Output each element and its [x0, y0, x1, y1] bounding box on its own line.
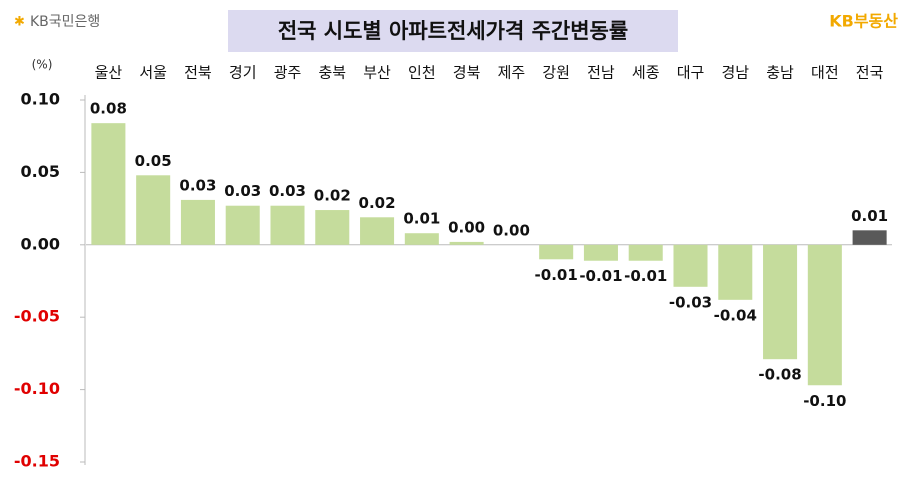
- bar: [449, 241, 484, 245]
- data-label: 0.08: [90, 100, 127, 118]
- data-label: -0.01: [535, 266, 578, 284]
- bar: [180, 199, 215, 245]
- bar: [270, 205, 305, 245]
- data-label: -0.08: [758, 366, 801, 384]
- data-label: 0.05: [135, 152, 172, 170]
- x-tick-label: 울산: [95, 64, 123, 82]
- data-label: 0.00: [448, 218, 485, 236]
- bar: [404, 233, 439, 245]
- data-label: 0.02: [314, 187, 351, 205]
- data-label: 0.03: [179, 176, 216, 194]
- x-tick-label: 전북: [184, 64, 212, 82]
- x-tick-label: 충북: [318, 64, 346, 82]
- data-label: 0.00: [493, 221, 530, 239]
- x-tick-label: 세종: [632, 64, 660, 82]
- star-icon: ✱: [14, 15, 25, 30]
- data-label: 0.03: [269, 182, 306, 200]
- y-tick-label: -0.15: [14, 452, 60, 471]
- data-label: -0.01: [579, 267, 622, 285]
- x-tick-label: 광주: [274, 64, 302, 82]
- x-tick-label: 강원: [542, 64, 570, 82]
- bar: [136, 175, 171, 245]
- y-unit: (%): [32, 58, 53, 72]
- bar: [91, 123, 126, 245]
- chart-title: 전국 시도별 아파트전세가격 주간변동률: [278, 19, 628, 43]
- data-label: 0.02: [359, 194, 396, 212]
- bar: [763, 244, 798, 360]
- y-tick-label: -0.10: [14, 379, 60, 398]
- bar: [539, 244, 574, 260]
- x-tick-label: 충남: [766, 64, 794, 82]
- x-tick-label: 경남: [721, 64, 749, 82]
- x-tick-label: 인천: [408, 64, 436, 82]
- x-tick-label: 대구: [677, 64, 705, 82]
- bar: [315, 210, 350, 245]
- x-tick-label: 부산: [363, 64, 391, 82]
- y-tick-label: 0.10: [21, 90, 60, 109]
- bar: [583, 244, 618, 261]
- brand-left: KB국민은행: [30, 14, 100, 30]
- bar: [225, 205, 260, 245]
- bar: [673, 244, 708, 287]
- data-label: 0.03: [224, 182, 261, 200]
- title-box: [228, 10, 678, 52]
- brand-right: KB부동산: [829, 12, 898, 31]
- y-tick-label: -0.05: [14, 307, 60, 326]
- x-tick-label: 경북: [453, 64, 481, 82]
- bar: [807, 244, 842, 386]
- x-tick-label: 전남: [587, 64, 615, 82]
- x-tick-label: 대전: [811, 64, 839, 82]
- data-label: 0.01: [851, 207, 888, 225]
- x-tick-label: 전국: [856, 64, 884, 82]
- data-label: 0.01: [403, 210, 440, 228]
- x-tick-label: 제주: [498, 64, 526, 82]
- data-label: -0.01: [624, 267, 667, 285]
- data-label: -0.10: [803, 392, 846, 410]
- y-tick-label: 0.00: [21, 234, 60, 253]
- data-label: -0.04: [714, 306, 757, 324]
- x-tick-label: 경기: [229, 64, 257, 82]
- x-tick-label: 서울: [139, 64, 167, 82]
- data-label: -0.03: [669, 293, 712, 311]
- bar: [718, 244, 753, 300]
- bar: [360, 217, 395, 245]
- y-tick-label: 0.05: [21, 162, 60, 181]
- bar: [852, 230, 887, 245]
- bar: [628, 244, 663, 261]
